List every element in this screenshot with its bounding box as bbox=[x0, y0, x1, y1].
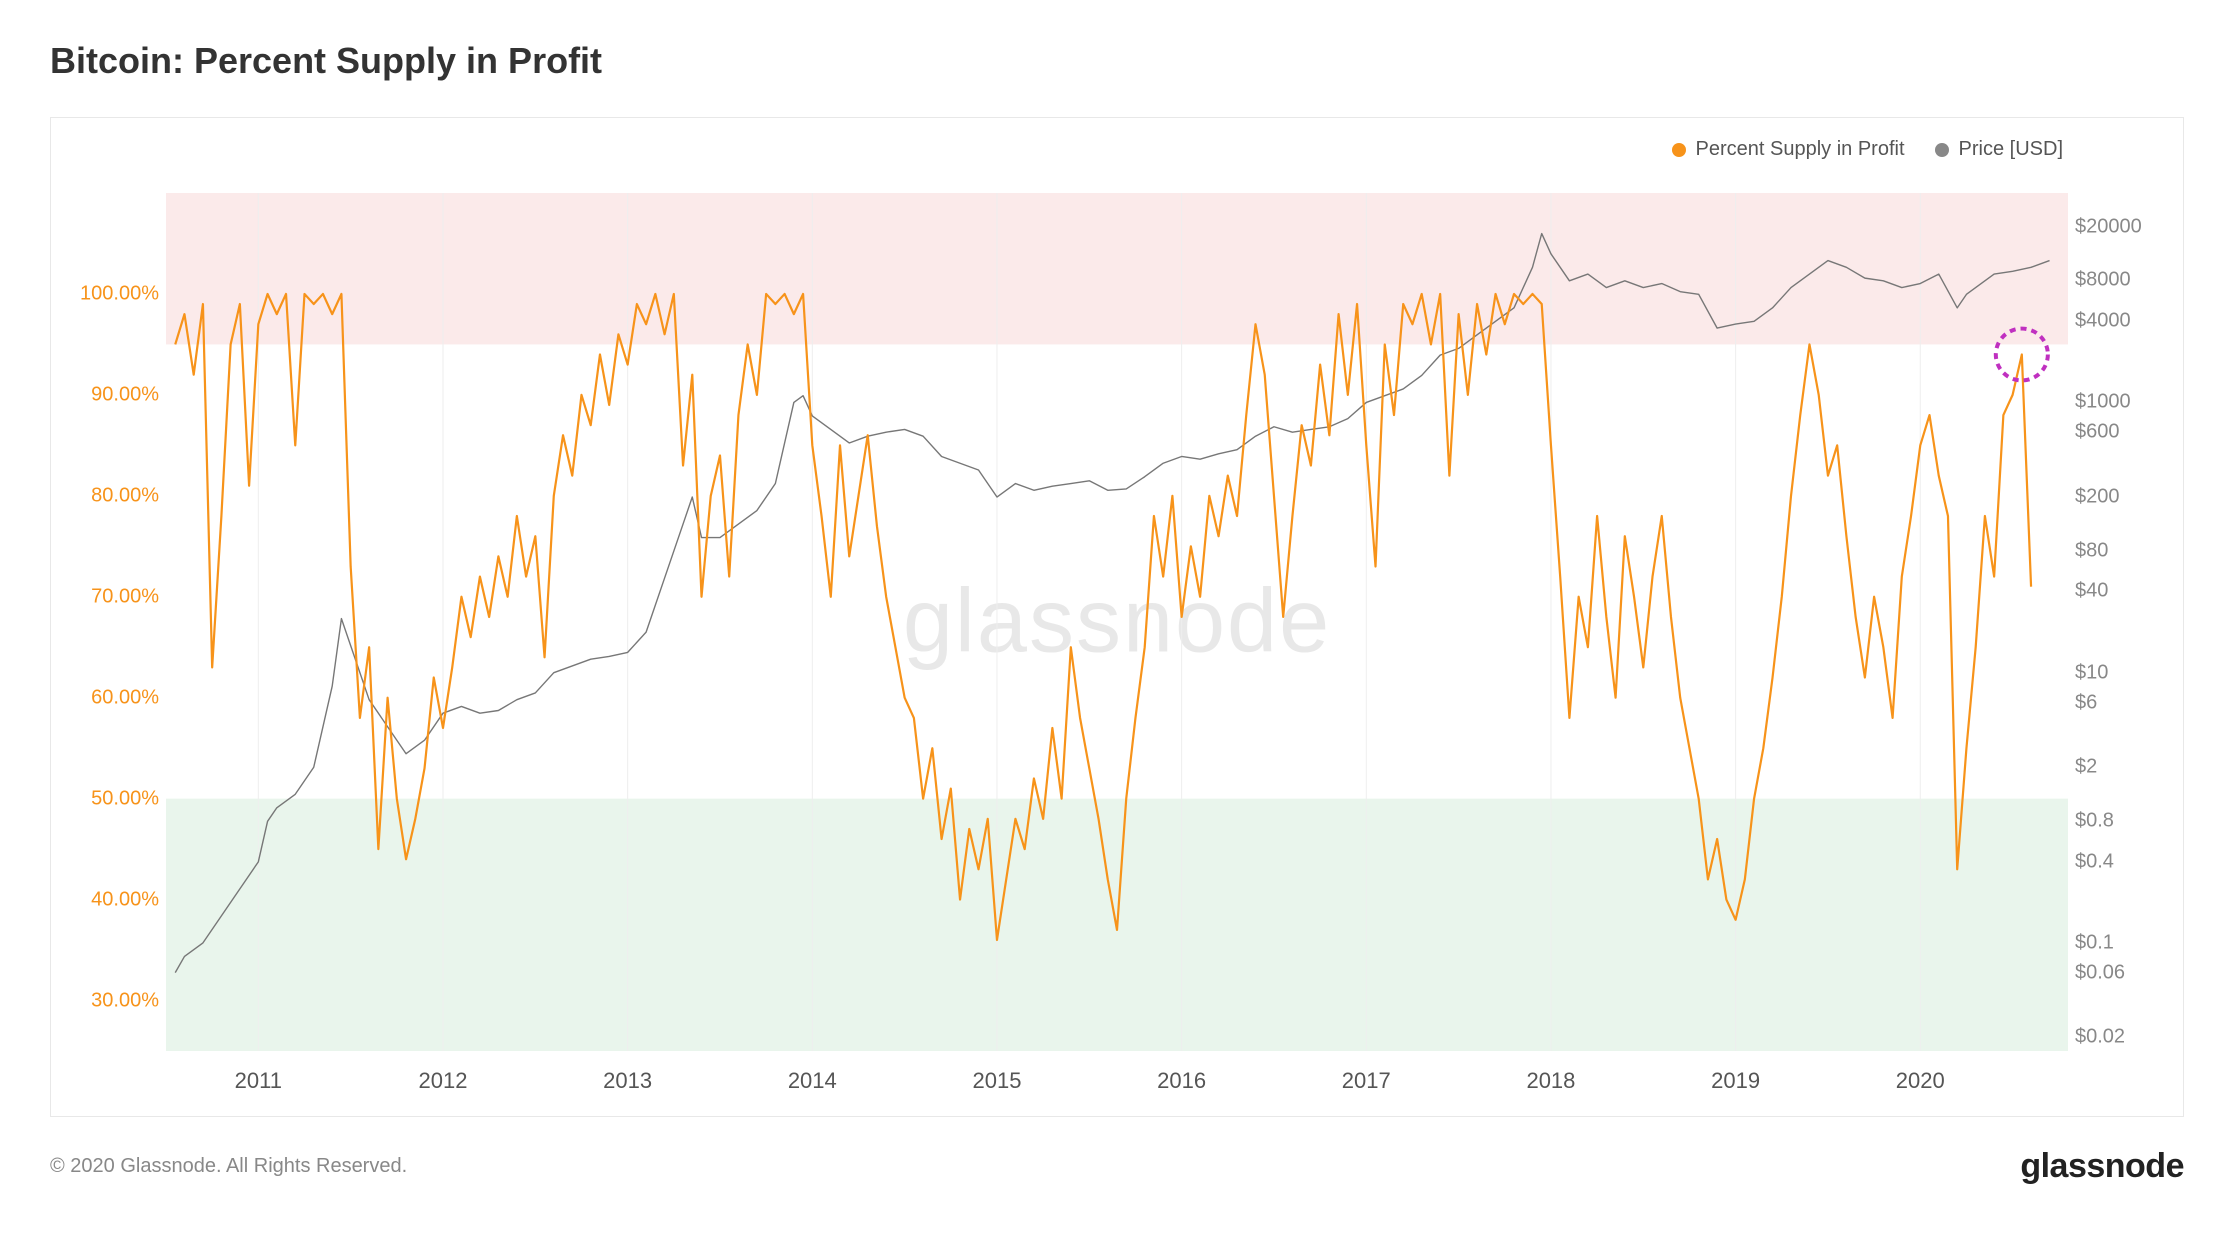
chart-frame: Percent Supply in Profit Price [USD] gla… bbox=[50, 117, 2184, 1117]
y-right-tick: $200 bbox=[2075, 485, 2120, 508]
legend-dot-price bbox=[1935, 143, 1949, 157]
y-right-tick: $0.8 bbox=[2075, 809, 2114, 832]
x-tick: 2013 bbox=[603, 1068, 652, 1094]
y-left-tick: 40.00% bbox=[91, 888, 159, 911]
y-right-tick: $4000 bbox=[2075, 310, 2131, 333]
chart-svg bbox=[166, 193, 2068, 1051]
x-tick: 2020 bbox=[1896, 1068, 1945, 1094]
y-right-tick: $10 bbox=[2075, 661, 2108, 684]
x-tick: 2017 bbox=[1342, 1068, 1391, 1094]
y-left-tick: 50.00% bbox=[91, 787, 159, 810]
y-right-tick: $20000 bbox=[2075, 215, 2142, 238]
copyright: © 2020 Glassnode. All Rights Reserved. bbox=[50, 1155, 407, 1178]
legend-label-profit: Percent Supply in Profit bbox=[1696, 138, 1905, 161]
y-right-tick: $0.1 bbox=[2075, 931, 2114, 954]
plot-area: glassnode bbox=[166, 193, 2068, 1051]
brand-logo: glassnode bbox=[2020, 1147, 2184, 1186]
x-tick: 2012 bbox=[419, 1068, 468, 1094]
y-left-tick: 30.00% bbox=[91, 989, 159, 1012]
y-left-tick: 100.00% bbox=[80, 282, 159, 305]
x-tick: 2019 bbox=[1711, 1068, 1760, 1094]
legend-item-profit: Percent Supply in Profit bbox=[1672, 138, 1905, 161]
y-axis-left: 30.00% 40.00% 50.00% 60.00% 70.00% 80.00% 90.0… bbox=[59, 193, 159, 1051]
x-tick: 2016 bbox=[1157, 1068, 1206, 1094]
y-right-tick: $0.4 bbox=[2075, 850, 2114, 873]
x-tick: 2015 bbox=[972, 1068, 1021, 1094]
y-right-tick: $600 bbox=[2075, 421, 2120, 444]
footer: © 2020 Glassnode. All Rights Reserved. g… bbox=[50, 1147, 2184, 1186]
y-right-tick: $40 bbox=[2075, 580, 2108, 603]
chart-title: Bitcoin: Percent Supply in Profit bbox=[50, 40, 2184, 82]
y-right-tick: $0.02 bbox=[2075, 1026, 2125, 1049]
y-left-tick: 80.00% bbox=[91, 484, 159, 507]
x-tick: 2018 bbox=[1526, 1068, 1575, 1094]
y-axis-right: $0.02 $0.06 $0.1 $0.4 $0.8 $2 $6 $10 $40 $80 $200 $… bbox=[2075, 193, 2175, 1051]
y-right-tick: $80 bbox=[2075, 539, 2108, 562]
y-left-tick: 60.00% bbox=[91, 686, 159, 709]
legend-label-price: Price [USD] bbox=[1959, 138, 2063, 161]
y-right-tick: $8000 bbox=[2075, 269, 2131, 292]
y-right-tick: $2 bbox=[2075, 756, 2097, 779]
y-left-tick: 70.00% bbox=[91, 585, 159, 608]
x-axis: 2011 2012 2013 2014 2015 2016 2017 2018 2019 2020 bbox=[166, 1068, 2068, 1098]
legend-dot-profit bbox=[1672, 143, 1686, 157]
y-right-tick: $1000 bbox=[2075, 391, 2131, 414]
y-right-tick: $0.06 bbox=[2075, 961, 2125, 984]
x-tick: 2014 bbox=[788, 1068, 837, 1094]
y-left-tick: 90.00% bbox=[91, 383, 159, 406]
y-right-tick: $6 bbox=[2075, 691, 2097, 714]
x-tick: 2011 bbox=[235, 1068, 282, 1094]
legend: Percent Supply in Profit Price [USD] bbox=[1672, 138, 2063, 161]
legend-item-price: Price [USD] bbox=[1935, 138, 2063, 161]
